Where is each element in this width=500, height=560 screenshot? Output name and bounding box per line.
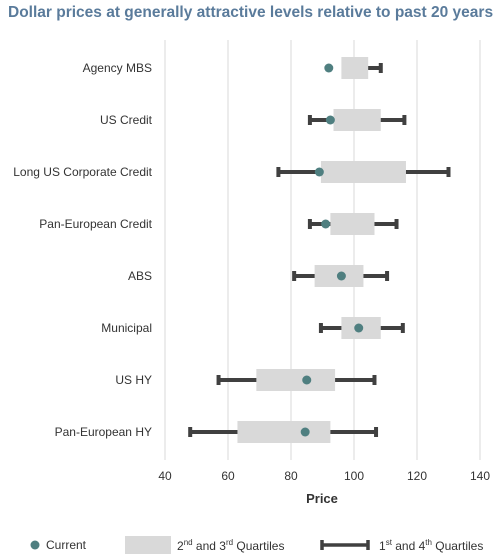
chart-marks	[188, 57, 451, 443]
x-tick-label: 40	[158, 469, 172, 483]
chart-plot: Agency MBS US Credit Long US Corporate Cre…	[13, 40, 490, 506]
quartile-box	[330, 213, 375, 235]
current-point	[302, 375, 312, 385]
chart-title: Dollar prices at generally attractive le…	[8, 4, 494, 21]
current-point	[300, 427, 310, 437]
x-axis-title: Price	[306, 491, 338, 506]
legend-whisker-swatch	[320, 540, 370, 550]
category-label: Municipal	[101, 321, 152, 335]
legend-box-swatch	[125, 536, 171, 554]
current-point	[321, 219, 331, 229]
category-label: ABS	[128, 269, 152, 283]
quartile-box	[256, 369, 336, 391]
current-point	[336, 271, 346, 281]
legend-box-label: 2nd and 3rd Quartiles	[177, 537, 285, 553]
quartile-box	[320, 161, 406, 183]
quartile-box	[341, 57, 369, 79]
grid-lines	[164, 40, 481, 460]
legend-current-label: Current	[46, 538, 87, 552]
x-tick-label: 140	[470, 469, 490, 483]
x-tick-labels: 40 60 80 100 120 140	[158, 469, 490, 483]
legend: Current 2nd and 3rd Quartiles 1st and 4t…	[0, 534, 500, 556]
category-label: Agency MBS	[83, 61, 152, 75]
quartile-box	[237, 421, 331, 443]
category-label: Long US Corporate Credit	[13, 165, 152, 179]
legend-item-quartiles-whisker: 1st and 4th Quartiles	[319, 534, 483, 556]
current-point	[314, 167, 324, 177]
quartile-box	[333, 109, 381, 131]
x-tick-label: 80	[284, 469, 298, 483]
category-label: Pan-European HY	[55, 425, 152, 439]
legend-item-quartiles-box: 2nd and 3rd Quartiles	[125, 534, 284, 556]
legend-whisker-label: 1st and 4th Quartiles	[379, 537, 484, 553]
current-point	[325, 115, 335, 125]
legend-current-marker	[30, 540, 40, 550]
current-point	[324, 63, 334, 73]
legend-item-current: Current	[28, 534, 86, 556]
x-tick-label: 120	[407, 469, 427, 483]
x-tick-label: 60	[221, 469, 235, 483]
current-point	[354, 323, 364, 333]
category-label: US Credit	[100, 113, 153, 127]
category-label: US HY	[115, 373, 152, 387]
x-tick-label: 100	[344, 469, 364, 483]
category-label: Pan-European Credit	[39, 217, 152, 231]
category-labels: Agency MBS US Credit Long US Corporate Cre…	[13, 61, 152, 439]
